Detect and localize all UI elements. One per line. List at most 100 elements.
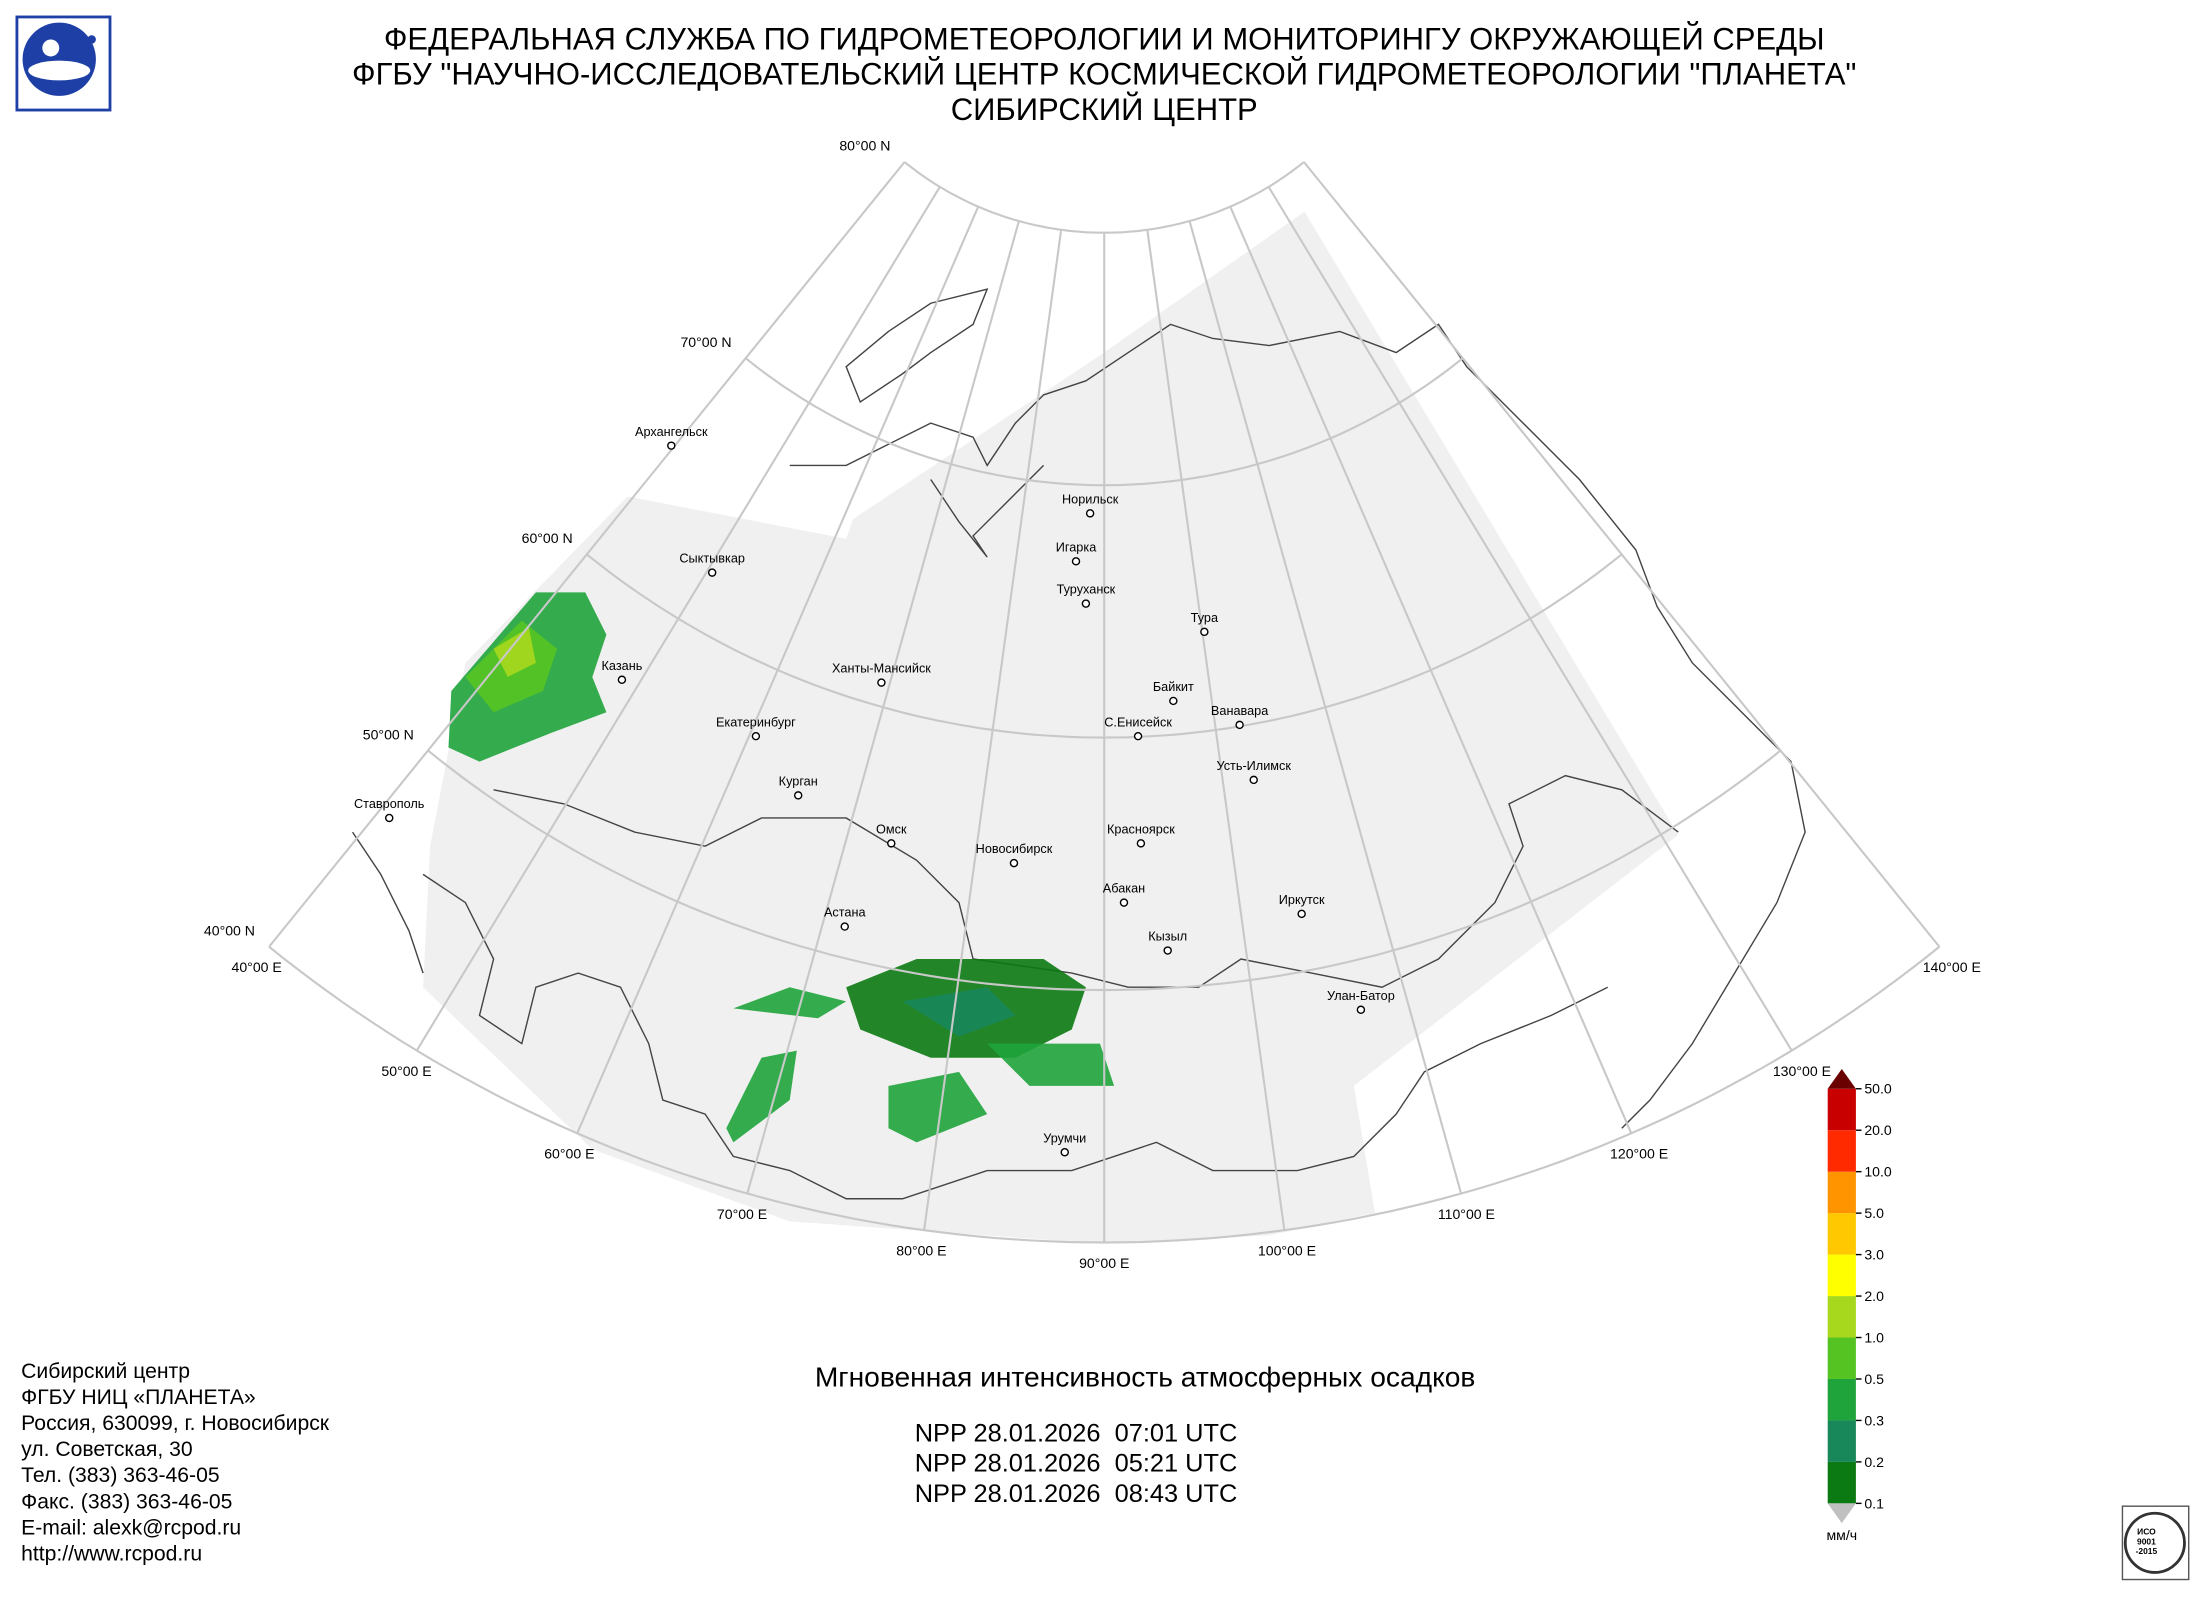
coverage-area: [423, 211, 1679, 1244]
city-label: Омск: [876, 822, 907, 836]
badge-line: -2015: [2136, 1546, 2158, 1556]
meridian-label: 80°00 E: [896, 1243, 946, 1259]
border-line: [930, 464, 1045, 558]
city-marker: [887, 839, 896, 848]
city-label: Туруханск: [1057, 583, 1116, 597]
legend-label: 1.0: [1864, 1329, 1884, 1345]
legend-label: 20.0: [1864, 1122, 1892, 1138]
header-line: ФЕДЕРАЛЬНАЯ СЛУЖБА ПО ГИДРОМЕТЕОРОЛОГИИ …: [384, 20, 1825, 56]
city-label: Ханты-Мансийск: [832, 662, 931, 676]
city-marker: [1081, 599, 1091, 608]
legend-swatch: [1827, 1171, 1856, 1214]
city-label: Урумчи: [1043, 1131, 1086, 1145]
pass-line: NPP 28.01.2026 08:43 UTC: [915, 1480, 1238, 1508]
city-marker: [1071, 557, 1081, 566]
contact-line: Тел. (383) 363-46-05: [21, 1464, 219, 1487]
city-marker: [385, 813, 394, 823]
parallel-label: 60°00 N: [522, 530, 573, 546]
legend-unit: мм/ч: [1826, 1527, 1857, 1543]
city-label: Курган: [779, 775, 818, 789]
city-marker: [667, 441, 676, 450]
city-marker: [1297, 909, 1306, 919]
contact-line: ФГБУ НИЦ «ПЛАНЕТА»: [21, 1386, 256, 1409]
meridian-label: 70°00 E: [717, 1206, 767, 1222]
meridian-line: [746, 220, 1020, 1194]
legend-label: 0.3: [1864, 1412, 1884, 1428]
city-label: Абакан: [1103, 882, 1145, 896]
texts: ФЕДЕРАЛЬНАЯ СЛУЖБА ПО ГИДРОМЕТЕОРОЛОГИИ …: [21, 20, 2157, 1565]
city-label: Новосибирск: [976, 842, 1053, 856]
meridian-label: 130°00 E: [1773, 1063, 1831, 1079]
city-marker: [1163, 946, 1172, 955]
legend-label: 5.0: [1864, 1205, 1884, 1221]
city-label: С.Енисейск: [1104, 715, 1172, 729]
meridian-line: [1188, 220, 1463, 1194]
city-marker: [840, 922, 849, 931]
header-line: ФГБУ "НАУЧНО-ИССЛЕДОВАТЕЛЬСКИЙ ЦЕНТР КОС…: [352, 56, 1856, 92]
meridian-label: 110°00 E: [1438, 1206, 1495, 1222]
city-label: Сыктывкар: [679, 552, 745, 566]
contact-line: Россия, 630099, г. Новосибирск: [21, 1412, 330, 1435]
legend-swatch: [1827, 1088, 1856, 1131]
legend-over: [1827, 1069, 1856, 1089]
precipitation-area: [733, 987, 847, 1019]
legend-swatch: [1827, 1296, 1856, 1338]
contact-line: ул. Советская, 30: [21, 1438, 192, 1461]
contact-line: E-mail: alexk@rcpod.ru: [21, 1516, 241, 1539]
city-marker: [1085, 509, 1095, 518]
precipitation-area: [902, 987, 1016, 1037]
city-label: Архангельск: [635, 425, 708, 439]
parallel-label: 40°00 N: [204, 922, 255, 938]
precipitation-area: [987, 1043, 1115, 1086]
parallel-line: [903, 161, 1305, 234]
logo: [15, 15, 112, 112]
city-marker: [1119, 898, 1129, 907]
precipitation-area: [493, 627, 536, 677]
meridian-line: [268, 161, 906, 948]
legend-swatch: [1827, 1337, 1856, 1379]
legend-label: 2.0: [1864, 1288, 1884, 1304]
city-marker: [1249, 775, 1258, 785]
meridian-label: 120°00 E: [1610, 1146, 1668, 1162]
city-marker: [1060, 1147, 1069, 1157]
contact-line: Сибирский центр: [21, 1360, 190, 1383]
city-label: Екатеринбург: [716, 715, 796, 729]
badge-line: 9001: [2137, 1536, 2156, 1546]
city-label: Тура: [1191, 611, 1219, 625]
meridian-label: 100°00 E: [1258, 1243, 1316, 1259]
city-marker: [1133, 731, 1143, 741]
city-marker: [877, 678, 886, 687]
legend-label: 0.5: [1864, 1371, 1884, 1387]
pass-line: NPP 28.01.2026 07:01 UTC: [915, 1419, 1238, 1447]
city-marker: [1356, 1005, 1366, 1015]
meridian-line: [415, 186, 941, 1052]
badge-frame: [2121, 1505, 2190, 1581]
city-label: Ванавара: [1211, 704, 1269, 718]
legend-label: 10.0: [1864, 1164, 1892, 1180]
city-label: Кызыл: [1148, 930, 1187, 944]
meridian-line: [1146, 229, 1286, 1231]
badge-ring: [2123, 1511, 2186, 1574]
city-marker: [1009, 858, 1019, 868]
contact-line: Факс. (383) 363-46-05: [21, 1490, 232, 1513]
parallel-label: 80°00 N: [839, 138, 890, 154]
border-line: [845, 288, 989, 404]
legend-under: [1827, 1503, 1856, 1524]
city-label: Усть-Илимск: [1216, 759, 1291, 773]
border-line: [422, 873, 1609, 1200]
legend-label: 0.1: [1864, 1495, 1884, 1511]
meridian-label: 50°00 E: [381, 1063, 431, 1079]
parallel-label: 70°00 N: [680, 334, 731, 350]
badge-line: ИСО: [2137, 1526, 2156, 1536]
border-line: [789, 323, 1806, 1129]
city-label: Иркутск: [1279, 893, 1325, 907]
meridian-label: 90°00 E: [1079, 1255, 1129, 1271]
legend-swatch: [1827, 1213, 1856, 1255]
meridian-line: [576, 206, 980, 1134]
city-marker: [1169, 696, 1178, 706]
contact-line: http://www.rcpod.ru: [21, 1542, 202, 1565]
city-marker: [1235, 720, 1244, 730]
meridian-line: [923, 229, 1063, 1231]
city-label: Байкит: [1153, 680, 1194, 694]
